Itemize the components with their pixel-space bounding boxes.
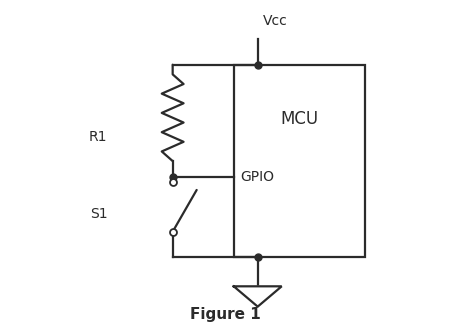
Text: Vcc: Vcc xyxy=(263,14,288,28)
Text: GPIO: GPIO xyxy=(240,170,274,184)
Text: MCU: MCU xyxy=(280,110,318,128)
Text: Figure 1: Figure 1 xyxy=(189,307,261,322)
Text: R1: R1 xyxy=(89,130,107,144)
Polygon shape xyxy=(234,286,282,307)
Text: S1: S1 xyxy=(90,207,107,221)
Bar xyxy=(234,65,364,257)
